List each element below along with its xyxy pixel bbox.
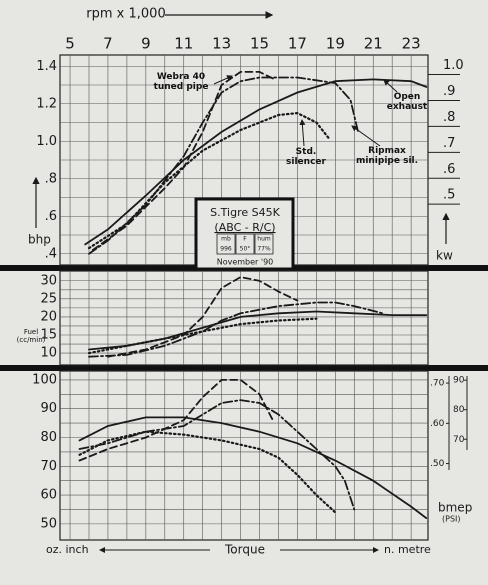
series-line [78, 399, 356, 511]
x-tick-label: 19 [326, 35, 345, 53]
annotation-arrow [213, 75, 233, 85]
annotation-arrow [383, 79, 398, 93]
y-tick-label: 70 [40, 459, 57, 474]
y-tick-label: 80 [40, 430, 57, 445]
x-axis-title: Torque [224, 543, 265, 557]
x-tick-label: 5 [65, 35, 75, 53]
info-header: F [243, 236, 247, 243]
series-line [87, 317, 318, 355]
y2-tick-label: .60 [430, 419, 445, 429]
series-line [87, 111, 331, 250]
plot-frame [59, 370, 429, 541]
info-subtitle: (ABC - R/C) [214, 221, 275, 234]
x-axis-title: rpm x 1,000 [86, 7, 165, 22]
y-axis-title: bhp [28, 233, 51, 247]
y-tick-label: 60 [40, 488, 57, 503]
x-tick-label: 23 [402, 35, 421, 53]
y3-axis-title: bmep [438, 501, 472, 515]
info-cell-value: 77% [257, 246, 271, 253]
y-tick-label: 50 [40, 516, 57, 531]
y2-axis-title: kw [436, 249, 453, 263]
info-header: hum [257, 236, 271, 243]
y-axis-title: oz. inch [46, 543, 89, 556]
info-cell [235, 233, 255, 255]
x-tick-label: 7 [103, 35, 113, 53]
y-tick-label: 15 [40, 327, 57, 342]
y2-tick-label: .9 [443, 84, 455, 99]
y-tick-label: .8 [45, 171, 57, 186]
series-line [78, 430, 337, 514]
x-tick-label: 9 [141, 35, 151, 53]
series-line [78, 416, 428, 519]
annotation-arrow [299, 119, 306, 147]
y-tick-label: .6 [45, 209, 57, 224]
series-annotation: Open exhaust [386, 92, 428, 112]
y3-axis-unit: (PSI) [442, 515, 461, 524]
x-tick-label: 11 [174, 35, 193, 53]
info-date: November '90 [217, 258, 274, 267]
y-tick-label: 90 [40, 401, 57, 416]
annotation-arrow [351, 125, 381, 147]
info-cell [216, 233, 236, 255]
x-tick-label: 21 [364, 35, 383, 53]
y2-tick-label: .8 [443, 110, 455, 125]
panel-divider [0, 365, 488, 371]
x-tick-label: 13 [212, 35, 231, 53]
y2-tick-label: .70 [430, 379, 445, 389]
x-tick-label: 17 [288, 35, 307, 53]
info-cell [254, 233, 274, 255]
y2-tick-label: .5 [443, 188, 455, 203]
series-annotation: Ripmax minipipe sil. [355, 146, 419, 166]
y-tick-label: 25 [40, 291, 57, 306]
y3-tick-label: 70 [453, 435, 465, 445]
y2-tick-label: .6 [443, 162, 455, 177]
y-tick-label: 1.2 [36, 96, 57, 111]
series-annotation: Std. silencer [286, 147, 326, 167]
y-tick-label: 100 [32, 372, 57, 387]
info-cell-value: 50° [240, 246, 251, 253]
info-header: mb [221, 236, 231, 243]
y-axis-title: Fuel (cc/min) [16, 328, 46, 344]
plot-frame [59, 270, 429, 366]
y3-tick-label: 80 [453, 405, 465, 415]
info-box: S.Tigre S45K (ABC - R/C) mb 996 F 50° hum 77% No… [194, 197, 295, 271]
y2-tick-label: 1.0 [443, 58, 464, 73]
y-tick-label: 1.4 [36, 59, 57, 74]
info-cell-value: 996 [220, 246, 232, 253]
y-tick-label: 20 [40, 309, 57, 324]
y3-tick-label: 90 [453, 376, 465, 386]
series-annotation: Webra 40 tuned pipe [153, 72, 209, 92]
info-title: S.Tigre S45K [210, 206, 280, 219]
x-tick-label: 15 [250, 35, 269, 53]
series-line [78, 379, 274, 462]
y-tick-label: 30 [40, 273, 57, 288]
y-tick-label: .4 [45, 246, 57, 261]
series-line [88, 301, 384, 358]
series-line [91, 71, 276, 251]
y-tick-label: 10 [40, 346, 57, 361]
y-tick-label: 1.0 [36, 134, 57, 149]
y2-tick-label: .50 [430, 459, 445, 469]
series-line [88, 76, 359, 255]
y2-tick-label: .7 [443, 136, 455, 151]
y2-axis-title: n. metre [384, 543, 431, 556]
